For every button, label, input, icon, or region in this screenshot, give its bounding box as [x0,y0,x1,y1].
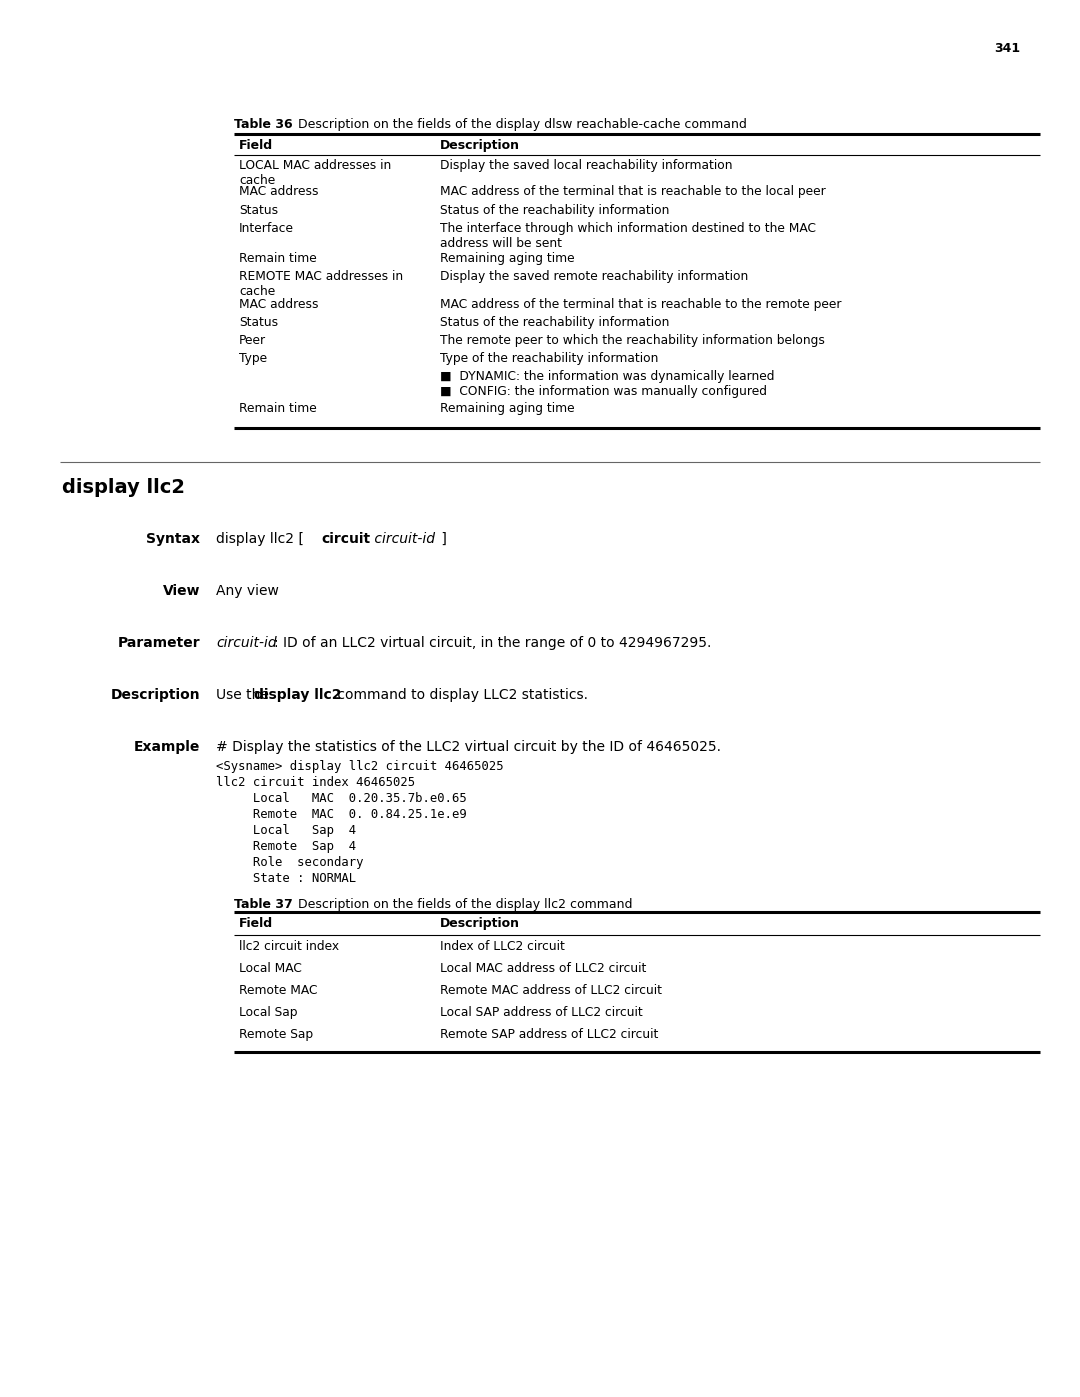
Text: The interface through which information destined to the MAC: The interface through which information … [440,222,816,235]
Text: Index of LLC2 circuit: Index of LLC2 circuit [440,940,565,953]
Text: Field: Field [239,138,273,152]
Text: View: View [162,584,200,598]
Text: Description on the fields of the display dlsw reachable-cache command: Description on the fields of the display… [286,117,747,131]
Text: Use the: Use the [216,687,273,703]
Text: State : NORMAL: State : NORMAL [216,872,356,886]
Text: cache: cache [239,175,275,187]
Text: The remote peer to which the reachability information belongs: The remote peer to which the reachabilit… [440,334,825,346]
Text: Remaining aging time: Remaining aging time [440,402,575,415]
Text: MAC address: MAC address [239,184,319,198]
Text: Status of the reachability information: Status of the reachability information [440,204,670,217]
Text: circuit: circuit [321,532,370,546]
Text: MAC address of the terminal that is reachable to the local peer: MAC address of the terminal that is reac… [440,184,826,198]
Text: Description on the fields of the display llc2 command: Description on the fields of the display… [286,898,633,911]
Text: Status: Status [239,316,279,330]
Text: Local Sap: Local Sap [239,1006,297,1018]
Text: ]: ] [437,532,447,546]
Text: Any view: Any view [216,584,279,598]
Text: Peer: Peer [239,334,266,346]
Text: Description: Description [440,916,519,930]
Text: Syntax: Syntax [146,532,200,546]
Text: Display the saved local reachability information: Display the saved local reachability inf… [440,159,732,172]
Text: command to display LLC2 statistics.: command to display LLC2 statistics. [333,687,588,703]
Text: Description: Description [110,687,200,703]
Text: display llc2 [: display llc2 [ [216,532,308,546]
Text: Remote  Sap  4: Remote Sap 4 [216,840,356,854]
Text: REMOTE MAC addresses in: REMOTE MAC addresses in [239,270,403,284]
Text: # Display the statistics of the LLC2 virtual circuit by the ID of 46465025.: # Display the statistics of the LLC2 vir… [216,740,721,754]
Text: llc2 circuit index: llc2 circuit index [239,940,339,953]
Text: Remote MAC address of LLC2 circuit: Remote MAC address of LLC2 circuit [440,983,662,997]
Text: ■  CONFIG: the information was manually configured: ■ CONFIG: the information was manually c… [440,386,767,398]
Text: Field: Field [239,916,273,930]
Text: Remote  MAC  0. 0.84.25.1e.e9: Remote MAC 0. 0.84.25.1e.e9 [216,807,467,821]
Text: Local   MAC  0.20.35.7b.e0.65: Local MAC 0.20.35.7b.e0.65 [216,792,467,805]
Text: Local MAC: Local MAC [239,963,302,975]
Text: 341: 341 [994,42,1020,54]
Text: ■  DYNAMIC: the information was dynamically learned: ■ DYNAMIC: the information was dynamical… [440,370,774,383]
Text: Remote SAP address of LLC2 circuit: Remote SAP address of LLC2 circuit [440,1028,659,1041]
Text: Remaining aging time: Remaining aging time [440,251,575,265]
Text: address will be sent: address will be sent [440,237,562,250]
Text: Parameter: Parameter [118,636,200,650]
Text: display llc2: display llc2 [254,687,341,703]
Text: Display the saved remote reachability information: Display the saved remote reachability in… [440,270,748,284]
Text: Status of the reachability information: Status of the reachability information [440,316,670,330]
Text: Table 37: Table 37 [234,898,293,911]
Text: LOCAL MAC addresses in: LOCAL MAC addresses in [239,159,391,172]
Text: Role  secondary: Role secondary [216,856,364,869]
Text: Type: Type [239,352,267,365]
Text: MAC address of the terminal that is reachable to the remote peer: MAC address of the terminal that is reac… [440,298,841,312]
Text: Table 36: Table 36 [234,117,293,131]
Text: llc2 circuit index 46465025: llc2 circuit index 46465025 [216,775,415,789]
Text: : ID of an LLC2 virtual circuit, in the range of 0 to 4294967295.: : ID of an LLC2 virtual circuit, in the … [274,636,712,650]
Text: circuit-id: circuit-id [216,636,276,650]
Text: Local   Sap  4: Local Sap 4 [216,824,356,837]
Text: Remote MAC: Remote MAC [239,983,318,997]
Text: Interface: Interface [239,222,294,235]
Text: circuit-id: circuit-id [370,532,435,546]
Text: Description: Description [440,138,519,152]
Text: Type of the reachability information: Type of the reachability information [440,352,659,365]
Text: Status: Status [239,204,279,217]
Text: <Sysname> display llc2 circuit 46465025: <Sysname> display llc2 circuit 46465025 [216,760,503,773]
Text: Local MAC address of LLC2 circuit: Local MAC address of LLC2 circuit [440,963,646,975]
Text: Remote Sap: Remote Sap [239,1028,313,1041]
Text: Local SAP address of LLC2 circuit: Local SAP address of LLC2 circuit [440,1006,643,1018]
Text: Example: Example [134,740,200,754]
Text: Remain time: Remain time [239,251,316,265]
Text: display llc2: display llc2 [62,478,185,497]
Text: Remain time: Remain time [239,402,316,415]
Text: MAC address: MAC address [239,298,319,312]
Text: cache: cache [239,285,275,298]
